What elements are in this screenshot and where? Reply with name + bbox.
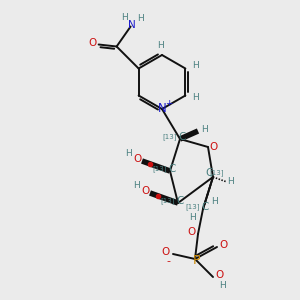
Text: -: -: [166, 256, 170, 266]
Text: [13]: [13]: [161, 198, 175, 204]
Text: H: H: [192, 61, 199, 70]
Text: C: C: [178, 132, 186, 142]
Text: O: O: [215, 270, 223, 280]
Text: H: H: [133, 181, 140, 190]
Text: H: H: [228, 178, 234, 187]
Text: H: H: [137, 14, 144, 23]
Text: H: H: [201, 125, 207, 134]
Text: O: O: [162, 247, 170, 257]
Text: O: O: [219, 240, 227, 250]
Text: O: O: [141, 186, 149, 196]
Text: H: H: [124, 148, 131, 158]
Text: H: H: [190, 212, 196, 221]
Text: C: C: [201, 202, 209, 212]
Text: C: C: [205, 168, 213, 178]
Text: O: O: [188, 227, 196, 237]
Text: C: C: [168, 164, 176, 174]
Text: O: O: [210, 142, 218, 152]
Text: H: H: [192, 93, 199, 102]
Text: N: N: [158, 103, 166, 116]
Text: H: H: [157, 40, 164, 50]
Text: N: N: [128, 20, 136, 31]
Text: P: P: [192, 254, 200, 268]
Text: C: C: [176, 196, 184, 206]
Text: [13]: [13]: [153, 166, 167, 172]
Text: [13]: [13]: [163, 134, 177, 140]
Text: H: H: [220, 280, 226, 290]
Text: H: H: [212, 196, 218, 206]
Text: [13]: [13]: [210, 169, 224, 176]
Text: O: O: [88, 38, 97, 49]
Text: +: +: [165, 100, 173, 109]
Text: H: H: [121, 13, 128, 22]
Text: [13]: [13]: [186, 204, 200, 210]
Text: O: O: [133, 154, 141, 164]
